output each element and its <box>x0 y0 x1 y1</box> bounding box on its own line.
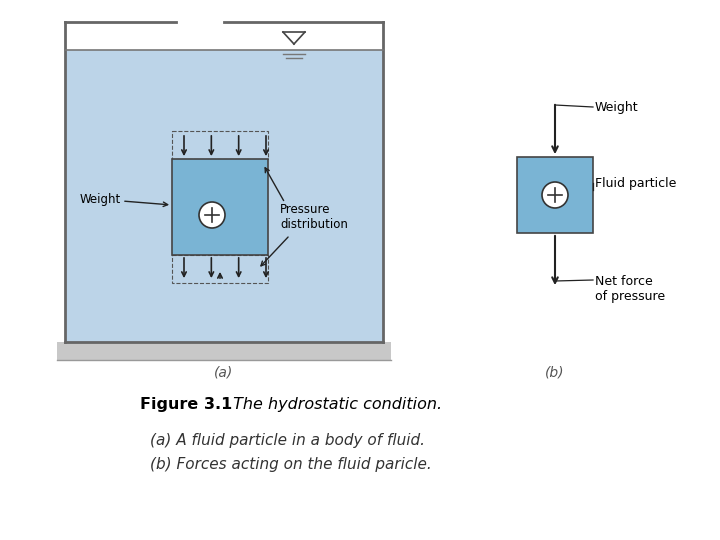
Bar <box>172 159 268 255</box>
Text: (a) A fluid particle in a body of fluid.: (a) A fluid particle in a body of fluid. <box>150 433 425 448</box>
Text: (a): (a) <box>215 365 233 379</box>
Bar <box>65 50 383 342</box>
Text: Net force
of pressure: Net force of pressure <box>595 275 665 303</box>
Text: Figure 3.1: Figure 3.1 <box>140 397 233 413</box>
Bar <box>172 255 268 283</box>
Text: Pressure
distribution: Pressure distribution <box>280 203 348 231</box>
Text: (b) Forces acting on the fluid paricle.: (b) Forces acting on the fluid paricle. <box>150 457 432 472</box>
Circle shape <box>199 202 225 228</box>
Text: Weight: Weight <box>595 100 639 113</box>
Circle shape <box>542 182 568 208</box>
Text: Fluid particle: Fluid particle <box>595 177 676 190</box>
Bar <box>57 342 391 360</box>
Text: (b): (b) <box>545 365 564 379</box>
Text: The hydrostatic condition.: The hydrostatic condition. <box>228 397 442 413</box>
Bar <box>172 131 268 159</box>
Text: Weight: Weight <box>80 192 121 206</box>
Bar <box>517 157 593 233</box>
